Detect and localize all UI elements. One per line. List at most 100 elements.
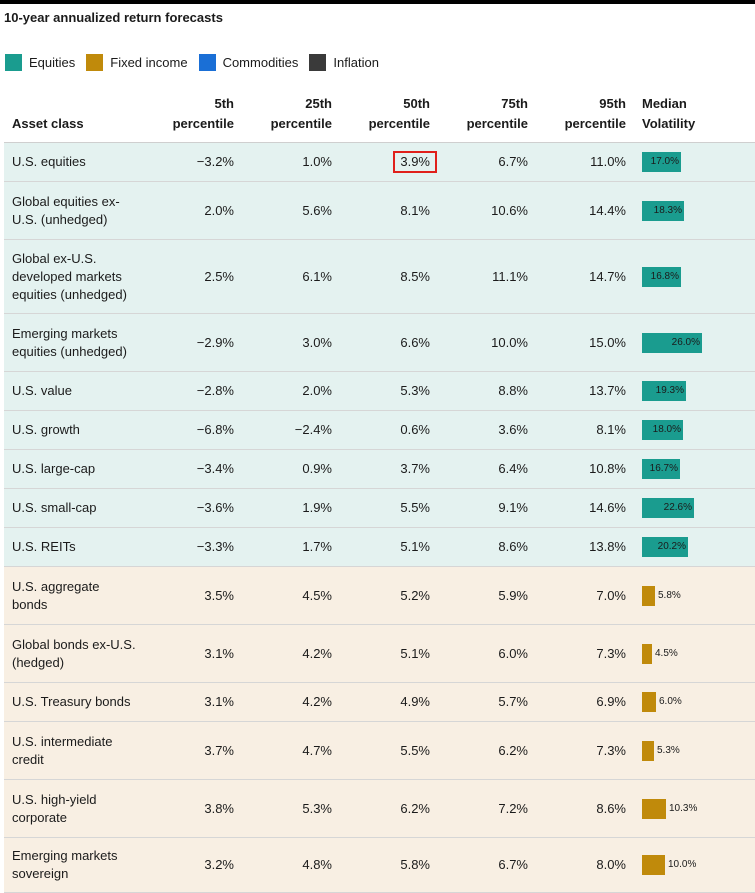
volatility-bar-wrap: 4.5% — [642, 643, 755, 664]
asset-name-line: corporate — [12, 809, 67, 825]
header-label: 95th — [599, 96, 626, 111]
cell-p5: 3.1% — [156, 624, 244, 683]
cell-asset-class: U.S. aggregate bonds — [4, 566, 156, 625]
asset-name-line: Global equities ex- — [12, 193, 120, 209]
cell-p5: −6.8% — [156, 410, 244, 450]
cell-asset-class: U.S. value — [4, 371, 156, 411]
cell-p25: 3.0% — [244, 313, 342, 372]
cell-p5: 2.0% — [156, 181, 244, 240]
header-label: Asset class — [12, 116, 84, 131]
cell-p5: −2.9% — [156, 313, 244, 372]
cell-p5: 3.2% — [156, 837, 244, 893]
cell-p50: 3.9% — [342, 142, 440, 182]
cell-p75: 11.1% — [440, 239, 538, 314]
cell-p75: 7.2% — [440, 779, 538, 838]
cell-p95: 15.0% — [538, 313, 636, 372]
cell-p75: 6.7% — [440, 142, 538, 182]
table-row: U.S. equities −3.2% 1.0% 3.9% 6.7% 11.0% 17.0% — [4, 142, 755, 182]
header-label: percentile — [172, 116, 234, 131]
table-body: U.S. equities −3.2% 1.0% 3.9% 6.7% 11.0% 17.0%… — [4, 142, 755, 893]
volatility-label: 10.0% — [668, 859, 697, 870]
legend-item-equities: Equities — [5, 53, 75, 71]
cell-p5: −3.3% — [156, 527, 244, 567]
table-row: U.S. large-cap −3.4% 0.9% 3.7% 6.4% 10.8% 16.7… — [4, 449, 755, 489]
cell-p50: 5.1% — [342, 527, 440, 567]
highlighted-value: 3.9% — [393, 151, 437, 173]
asset-name-line: U.S. aggregate — [12, 578, 100, 594]
cell-p50: 4.9% — [342, 682, 440, 722]
cell-p75: 6.0% — [440, 624, 538, 683]
table-row: Global ex-U.S. developed markets equities … — [4, 239, 755, 314]
header-label: percentile — [466, 116, 528, 131]
cell-p25: 4.7% — [244, 721, 342, 780]
volatility-bar — [642, 740, 654, 761]
legend-item-commodities: Commodities — [198, 53, 299, 71]
cell-asset-class: Emerging markets sovereign — [4, 837, 156, 893]
volatility-bar: 26.0% — [642, 332, 702, 353]
cell-p75: 9.1% — [440, 488, 538, 528]
header-median-volatility: Median Volatility — [636, 94, 755, 143]
header-25th-percentile: 25th percentile — [244, 94, 342, 143]
cell-median-volatility: 26.0% — [636, 313, 755, 372]
cell-p75: 8.8% — [440, 371, 538, 411]
asset-name-line: sovereign — [12, 866, 69, 881]
volatility-bar: 20.2% — [642, 537, 688, 557]
volatility-bar: 19.3% — [642, 381, 686, 401]
cell-p25: 1.9% — [244, 488, 342, 528]
asset-name-line: Emerging markets — [12, 848, 118, 863]
volatility-bar — [642, 692, 656, 712]
asset-name-line: Global ex-U.S. — [12, 250, 97, 266]
legend: Equities Fixed income Commodities Inflat… — [5, 52, 390, 72]
cell-p50: 5.5% — [342, 721, 440, 780]
cell-p75: 6.2% — [440, 721, 538, 780]
cell-p95: 8.6% — [538, 779, 636, 838]
volatility-bar: 18.0% — [642, 420, 683, 440]
table-row: U.S. value −2.8% 2.0% 5.3% 8.8% 13.7% 19.3% — [4, 371, 755, 411]
cell-p25: 2.0% — [244, 371, 342, 411]
asset-name-line: credit — [12, 751, 44, 767]
volatility-bar-wrap: 10.3% — [642, 798, 755, 819]
cell-p5: 3.8% — [156, 779, 244, 838]
cell-median-volatility: 5.8% — [636, 566, 755, 625]
volatility-label: 6.0% — [659, 696, 682, 707]
cell-p25: 6.1% — [244, 239, 342, 314]
volatility-bar — [642, 798, 666, 819]
cell-p5: 2.5% — [156, 239, 244, 314]
table-header-row: Asset class 5th percentile 25th percentile… — [4, 94, 755, 143]
volatility-bar: 16.8% — [642, 266, 681, 287]
legend-swatch-inflation — [309, 53, 327, 71]
cell-p95: 7.0% — [538, 566, 636, 625]
cell-median-volatility: 19.3% — [636, 371, 755, 411]
volatility-bar-wrap: 5.3% — [642, 740, 755, 761]
cell-p95: 14.7% — [538, 239, 636, 314]
cell-p50: 5.8% — [342, 837, 440, 893]
asset-name-line: (hedged) — [12, 654, 65, 670]
cell-p25: 0.9% — [244, 449, 342, 489]
cell-asset-class: U.S. intermediate credit — [4, 721, 156, 780]
cell-p95: 10.8% — [538, 449, 636, 489]
cell-p50: 3.7% — [342, 449, 440, 489]
cell-median-volatility: 17.0% — [636, 142, 755, 182]
top-rule — [0, 0, 755, 4]
asset-name-line: U.S. REITs — [12, 539, 76, 554]
table-row: U.S. small-cap −3.6% 1.9% 5.5% 9.1% 14.6% 22.6… — [4, 488, 755, 528]
cell-median-volatility: 6.0% — [636, 682, 755, 722]
legend-swatch-equities — [5, 53, 22, 71]
cell-asset-class: Global bonds ex-U.S. (hedged) — [4, 624, 156, 683]
volatility-bar: 22.6% — [642, 498, 694, 518]
cell-p5: −3.6% — [156, 488, 244, 528]
volatility-bar-wrap: 26.0% — [642, 332, 755, 353]
cell-median-volatility: 18.0% — [636, 410, 755, 450]
table-row: U.S. intermediate credit 3.7% 4.7% 5.5% 6.2% 7… — [4, 721, 755, 780]
table-row: Global bonds ex-U.S. (hedged) 3.1% 4.2% 5.1%… — [4, 624, 755, 683]
volatility-bar: 18.3% — [642, 200, 684, 221]
legend-label: Commodities — [222, 54, 299, 70]
asset-name-line: U.S. equities — [12, 154, 86, 169]
cell-asset-class: Emerging markets equities (unhedged) — [4, 313, 156, 372]
asset-name-line: U.S. small-cap — [12, 500, 97, 515]
header-label: percentile — [270, 116, 332, 131]
legend-label: Inflation — [333, 54, 379, 70]
cell-p75: 10.0% — [440, 313, 538, 372]
cell-asset-class: U.S. equities — [4, 142, 156, 182]
asset-name-line: U.S. Treasury bonds — [12, 694, 131, 709]
